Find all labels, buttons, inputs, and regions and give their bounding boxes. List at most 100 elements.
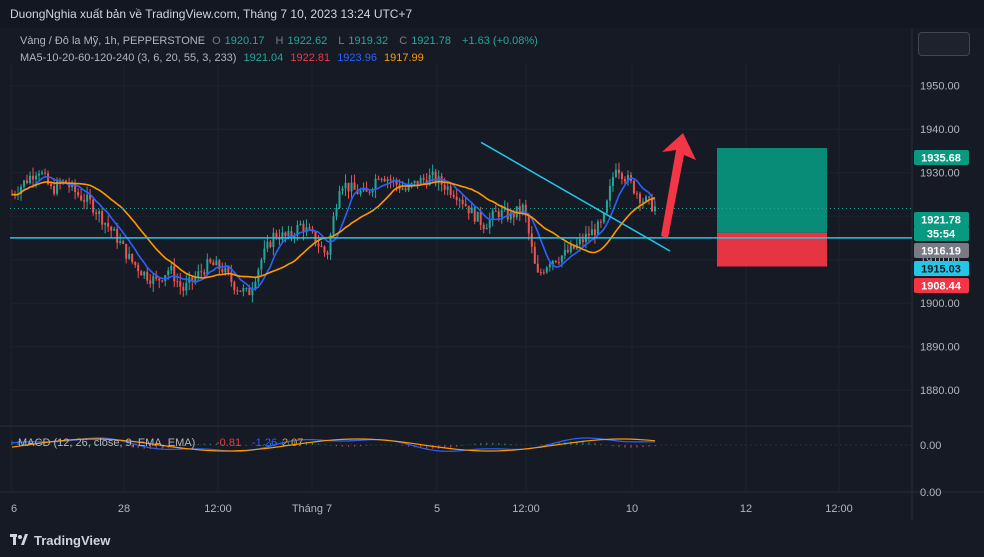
- time-tick-label: 6: [11, 503, 17, 515]
- candle-body: [347, 182, 350, 192]
- candle-body: [380, 178, 383, 180]
- candle-body: [41, 172, 44, 174]
- candle-body: [572, 244, 575, 249]
- macd-histogram-bar: [161, 445, 163, 449]
- support-line-label: 1915.03: [921, 264, 961, 276]
- time-tick-label: 12:00: [204, 503, 232, 515]
- symbol-legend[interactable]: Vàng / Đô la Mỹ, 1h, PEPPERSTONE O 1920.1…: [20, 35, 542, 47]
- macd-histogram-bar: [317, 443, 320, 445]
- position-zones: [717, 148, 827, 267]
- macd-value-3: 2.07: [282, 437, 303, 449]
- time-axis: 6 28 12:00 Tháng 7 5 12:00 10 12 12:00: [11, 503, 853, 515]
- candle-body: [638, 193, 641, 203]
- chart-settings-button[interactable]: [918, 32, 970, 56]
- brand-name: TradingView: [34, 532, 111, 548]
- candle-body: [191, 277, 194, 282]
- symbol-name[interactable]: Vàng / Đô la Mỹ, 1h, PEPPERSTONE: [20, 35, 206, 47]
- candle-body: [518, 206, 521, 213]
- candle-body: [53, 186, 56, 194]
- time-tick-label: 12:00: [825, 503, 853, 515]
- macd-histogram-bar: [95, 443, 97, 445]
- candle-body: [227, 267, 230, 273]
- candle-body: [92, 199, 95, 213]
- candle-body: [446, 186, 449, 190]
- macd-histogram-bar: [456, 445, 458, 447]
- candle-body: [170, 266, 173, 271]
- candle-body: [284, 232, 287, 237]
- close-label: C: [399, 35, 408, 47]
- candle-body: [563, 249, 566, 256]
- drawings: [10, 133, 912, 252]
- change-value: +1.63 (+0.08%): [462, 35, 538, 47]
- candle-body: [416, 180, 419, 186]
- candle-body: [527, 215, 530, 234]
- price-tick-label: 1900.00: [920, 298, 960, 310]
- macd-histogram-bar: [558, 442, 560, 445]
- candle-body: [581, 239, 584, 242]
- candle-body: [212, 262, 215, 266]
- support-level-label-box: [914, 243, 969, 258]
- macd-histogram-bar: [41, 443, 43, 445]
- candle-body: [203, 272, 206, 275]
- time-tick-label: 5: [434, 503, 440, 515]
- candle-body: [590, 229, 593, 236]
- macd-histogram-bar: [197, 443, 199, 445]
- candle-body: [236, 290, 239, 292]
- macd-histogram-bar: [311, 442, 314, 445]
- candle-body: [500, 209, 503, 218]
- candle-body: [419, 177, 422, 186]
- ma-value-2: 1922.81: [290, 52, 331, 64]
- ma-legend[interactable]: MA5-10-20-60-120-240 (3, 6, 20, 55, 3, 2…: [20, 52, 428, 64]
- candle-body: [350, 182, 353, 192]
- macd-histogram-bar: [486, 442, 488, 445]
- candle-body: [287, 231, 290, 237]
- ma-title[interactable]: MA5-10-20-60-120-240 (3, 6, 20, 55, 3, 2…: [20, 52, 237, 64]
- tradingview-footer[interactable]: TradingView: [10, 531, 110, 549]
- candle-body: [308, 227, 311, 229]
- candle-body: [596, 221, 599, 236]
- macd-histogram-bar: [59, 445, 61, 446]
- macd-axis-label: 0.00: [920, 487, 941, 499]
- macd-histogram-bar: [179, 445, 181, 447]
- candle-body: [20, 186, 23, 195]
- macd-histogram-bar: [221, 444, 223, 445]
- candle-body: [482, 224, 485, 230]
- candle-body: [455, 196, 458, 200]
- candle-body: [50, 184, 53, 187]
- macd-histogram-bar: [444, 445, 446, 449]
- candle-body: [452, 194, 455, 197]
- ma-value-1: 1921.04: [243, 52, 284, 64]
- candle-body: [98, 211, 101, 215]
- candle-body: [152, 276, 155, 284]
- candle-body: [404, 188, 407, 191]
- candle-body: [341, 188, 344, 192]
- macd-histogram-bar: [101, 443, 103, 445]
- candle-body: [248, 288, 251, 296]
- candle-body: [224, 267, 227, 273]
- macd-histogram-bar: [365, 445, 368, 446]
- candle-body: [263, 248, 266, 260]
- candle-body: [179, 281, 182, 287]
- candle-body: [125, 243, 128, 259]
- candle-body: [140, 271, 143, 276]
- candle-body: [497, 211, 500, 218]
- candle-body: [503, 208, 506, 210]
- countdown-label-box: [914, 226, 969, 241]
- candle-body: [281, 232, 284, 240]
- macd-histogram-bar: [65, 445, 67, 446]
- candle-body: [317, 243, 320, 247]
- macd-histogram-bar: [576, 441, 578, 445]
- ma-fast-line: [11, 175, 656, 290]
- macd-histogram-bar: [498, 443, 500, 445]
- candle-body: [332, 216, 335, 235]
- candle-body: [389, 179, 392, 181]
- ma-slow-line: [11, 180, 656, 279]
- tradingview-logo-icon: [10, 534, 28, 545]
- candle-body: [116, 229, 119, 243]
- candle-body: [44, 172, 47, 174]
- macd-histogram-bar: [23, 441, 25, 445]
- macd-histogram-bar: [209, 443, 211, 445]
- macd-histogram-bar: [642, 445, 644, 448]
- candle-body: [344, 182, 347, 189]
